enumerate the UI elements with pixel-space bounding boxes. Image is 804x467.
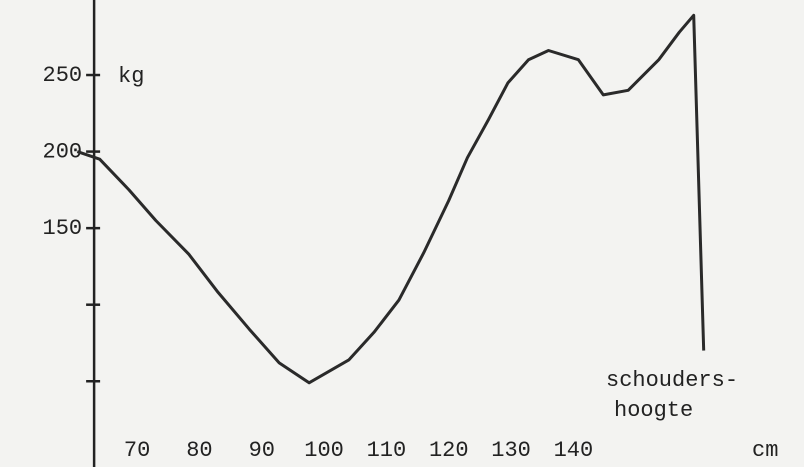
chart: kg cm schouders- hoogte 150 200 250 70 80 90 1… [0, 0, 804, 467]
page: kg cm schouders- hoogte 150 200 250 70 80 90 1… [0, 0, 804, 467]
y-tick-label: 250 [43, 63, 83, 88]
x-tick-label: 90 [249, 438, 275, 463]
y-axis-label: kg [118, 64, 144, 89]
annotation: hoogte [614, 398, 693, 423]
x-tick-label: 130 [491, 438, 531, 463]
x-tick-label: 120 [429, 438, 469, 463]
x-tick-label: 110 [367, 438, 407, 463]
annotation: schouders- [606, 368, 738, 393]
y-tick-label: 200 [43, 139, 83, 164]
x-tick-label: 140 [554, 438, 594, 463]
x-tick-label: 100 [304, 438, 344, 463]
y-tick-label: 150 [43, 216, 83, 241]
x-tick-label: 70 [124, 438, 150, 463]
x-tick-label: 80 [186, 438, 212, 463]
x-axis-label: cm [752, 438, 778, 463]
